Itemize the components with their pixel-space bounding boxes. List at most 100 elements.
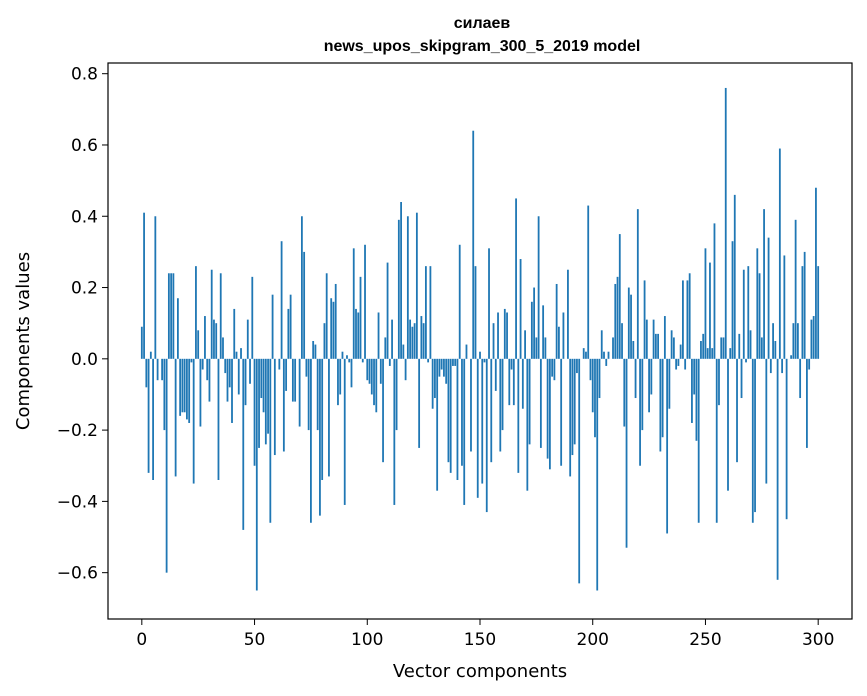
bar-166: [515, 198, 517, 359]
bar-291: [796, 323, 799, 359]
bar-18: [181, 358, 184, 413]
bar-272: [754, 358, 756, 513]
y-tick-label: 0.4: [71, 207, 98, 227]
bar-84: [330, 298, 333, 359]
bar-237: [675, 358, 678, 370]
bar-148: [474, 266, 477, 359]
bar-249: [702, 333, 705, 359]
bar-12: [167, 273, 170, 359]
bar-290: [794, 219, 797, 359]
bar-184: [555, 283, 558, 359]
bar-170: [524, 330, 526, 359]
bar-177: [539, 358, 542, 448]
bar-68: [294, 358, 297, 402]
bar-224: [645, 319, 648, 359]
bar-172: [528, 358, 531, 445]
bar-151: [481, 358, 484, 484]
bar-2: [145, 358, 148, 388]
y-tick-label: 0.8: [71, 65, 98, 85]
bar-127: [427, 358, 430, 363]
bar-223: [643, 280, 646, 359]
bar-132: [438, 358, 441, 377]
bar-106: [379, 358, 382, 384]
bar-246: [695, 358, 698, 441]
bar-39: [228, 358, 231, 388]
bar-63: [282, 358, 285, 452]
bar-241: [684, 358, 687, 370]
bar-164: [510, 358, 513, 370]
bar-253: [711, 348, 714, 359]
bar-199: [589, 358, 592, 381]
bar-169: [521, 358, 524, 409]
bar-251: [706, 348, 709, 359]
bar-258: [722, 337, 725, 359]
bar-207: [607, 351, 610, 359]
bar-198: [587, 205, 590, 359]
bar-119: [409, 319, 412, 359]
bar-72: [303, 251, 306, 359]
bar-135: [445, 358, 448, 384]
bar-96: [357, 312, 360, 359]
bar-70: [298, 358, 301, 427]
bar-122: [415, 212, 418, 359]
bar-252: [709, 262, 711, 359]
bar-26: [199, 358, 202, 427]
bar-242: [686, 280, 689, 359]
bar-1: [143, 212, 145, 359]
x-tick-label: 50: [244, 630, 266, 650]
bar-206: [605, 358, 608, 366]
bar-275: [760, 337, 763, 359]
bar-76: [312, 341, 315, 359]
bar-181: [548, 358, 551, 470]
bar-236: [672, 337, 675, 359]
bar-87: [337, 358, 339, 406]
bar-264: [736, 358, 738, 463]
bar-9: [161, 358, 164, 381]
bar-101: [368, 358, 371, 384]
bar-93: [350, 358, 353, 388]
y-ticks: −0.6 −0.4 −0.2 0.0 0.2 0.4 0.6 0.8: [57, 65, 108, 584]
bar-82: [325, 273, 328, 359]
x-tick-label: 100: [351, 630, 383, 650]
bar-271: [751, 358, 754, 523]
y-tick-label: −0.2: [57, 421, 98, 441]
x-tick-label: 300: [802, 630, 834, 650]
bar-265: [738, 333, 741, 359]
bar-229: [657, 333, 660, 359]
bar-165: [512, 358, 515, 406]
bar-270: [749, 330, 752, 359]
bar-218: [632, 341, 635, 359]
bar-48: [249, 358, 251, 384]
bar-45: [242, 358, 245, 530]
bar-185: [558, 326, 560, 359]
bar-213: [621, 323, 623, 359]
bar-108: [384, 337, 387, 359]
bar-130: [434, 358, 436, 399]
bar-295: [806, 358, 808, 448]
bar-220: [636, 209, 639, 359]
bar-296: [808, 358, 811, 370]
bar-137: [449, 358, 452, 473]
bar-123: [418, 358, 421, 448]
bar-104: [375, 358, 378, 413]
bar-67: [291, 358, 294, 402]
bar-31: [210, 269, 213, 359]
x-axis-label: Vector components: [393, 661, 567, 682]
bar-105: [377, 312, 380, 359]
bar-41: [233, 308, 236, 359]
bar-42: [235, 351, 238, 359]
bar-118: [406, 216, 409, 359]
bar-167: [517, 358, 520, 473]
bar-215: [625, 358, 628, 548]
bar-209: [612, 337, 614, 359]
bar-52: [258, 358, 260, 448]
bars-group: [140, 87, 820, 591]
x-tick-label: 250: [689, 630, 721, 650]
bar-139: [454, 358, 457, 366]
bar-158: [497, 312, 499, 359]
bar-143: [463, 358, 466, 505]
bar-298: [812, 316, 815, 359]
bar-153: [485, 358, 488, 513]
bar-250: [704, 248, 707, 359]
bar-297: [810, 319, 813, 359]
